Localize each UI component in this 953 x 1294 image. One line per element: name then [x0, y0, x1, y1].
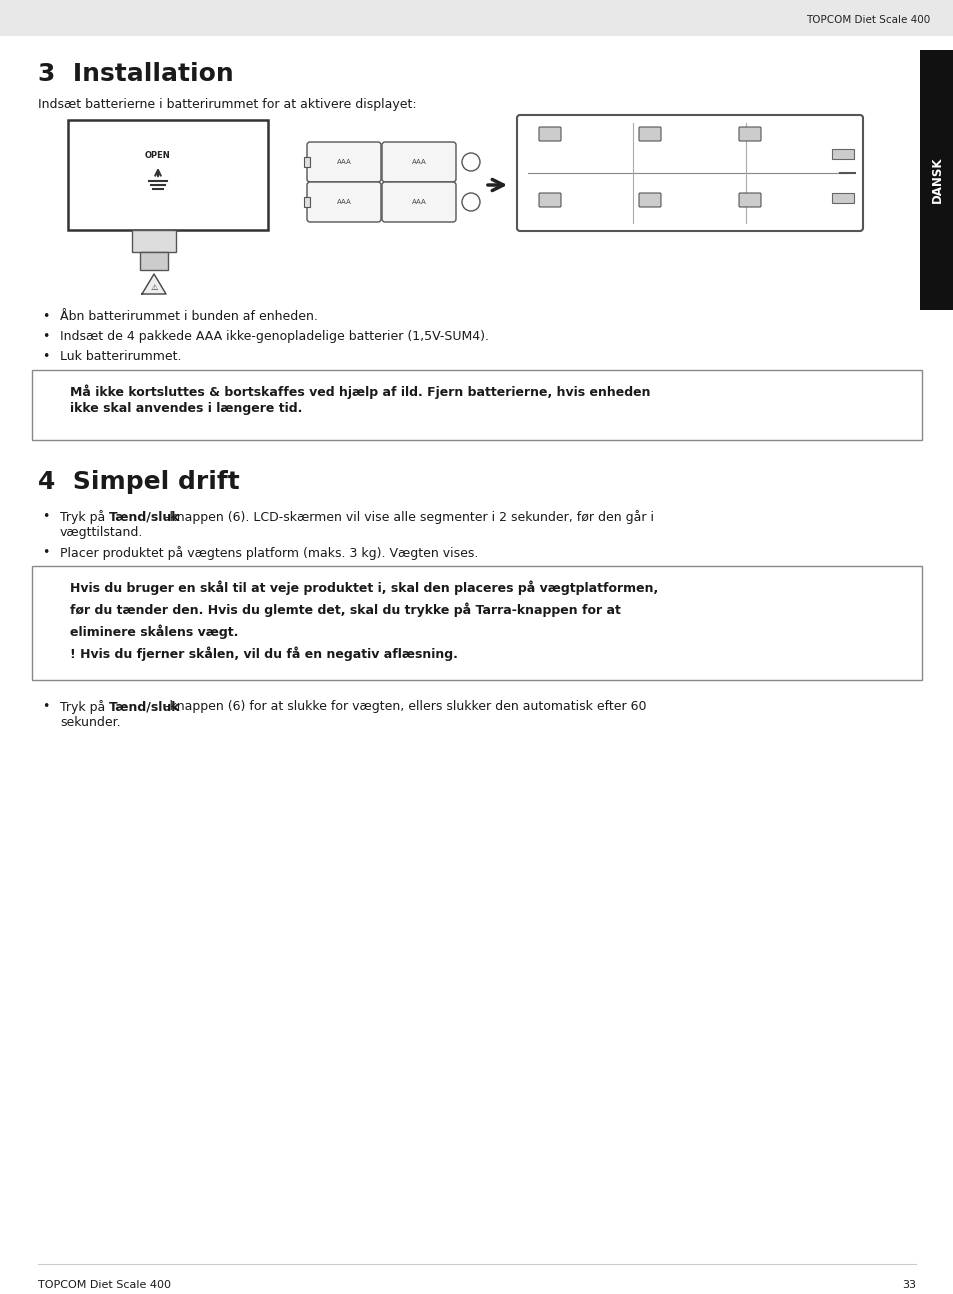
Text: ⚠: ⚠	[150, 282, 157, 291]
FancyBboxPatch shape	[739, 127, 760, 141]
Text: •: •	[42, 349, 50, 364]
FancyBboxPatch shape	[538, 193, 560, 207]
Text: AAA: AAA	[411, 159, 426, 166]
Text: Tryk på: Tryk på	[60, 700, 110, 714]
Text: 3  Installation: 3 Installation	[38, 62, 233, 85]
FancyBboxPatch shape	[381, 182, 456, 223]
Text: Tænd/sluk: Tænd/sluk	[109, 700, 180, 713]
Bar	[32, 565, 921, 681]
Text: AAA: AAA	[411, 199, 426, 204]
Text: vægttilstand.: vægttilstand.	[60, 525, 143, 540]
Bar	[304, 157, 310, 167]
Text: TOPCOM Diet Scale 400: TOPCOM Diet Scale 400	[38, 1280, 171, 1290]
Text: •: •	[42, 311, 50, 324]
Text: ikke skal anvendes i længere tid.: ikke skal anvendes i længere tid.	[70, 402, 302, 415]
Bar	[831, 193, 853, 203]
Text: OPEN: OPEN	[145, 150, 171, 159]
Text: Hvis du bruger en skål til at veje produktet i, skal den placeres på vægtplatfor: Hvis du bruger en skål til at veje produ…	[70, 580, 658, 594]
FancyBboxPatch shape	[307, 182, 380, 223]
Text: •: •	[42, 700, 50, 713]
Text: Indsæt batterierne i batterirummet for at aktivere displayet:: Indsæt batterierne i batterirummet for a…	[38, 98, 416, 111]
Bar	[304, 197, 310, 207]
Bar	[831, 149, 853, 159]
Text: -knappen (6). LCD-skærmen vil vise alle segmenter i 2 sekunder, før den går i: -knappen (6). LCD-skærmen vil vise alle …	[165, 510, 654, 524]
Text: Åbn batterirummet i bunden af enheden.: Åbn batterirummet i bunden af enheden.	[60, 311, 317, 324]
FancyBboxPatch shape	[739, 193, 760, 207]
FancyBboxPatch shape	[538, 127, 560, 141]
Text: Tænd/sluk: Tænd/sluk	[109, 510, 180, 523]
Bar	[919, 50, 953, 311]
Bar	[132, 230, 175, 252]
Bar	[32, 370, 921, 440]
FancyBboxPatch shape	[381, 142, 456, 182]
Bar	[68, 120, 268, 230]
FancyBboxPatch shape	[517, 115, 862, 232]
Text: AAA: AAA	[336, 199, 351, 204]
Text: -knappen (6) for at slukke for vægten, ellers slukker den automatisk efter 60: -knappen (6) for at slukke for vægten, e…	[165, 700, 646, 713]
FancyBboxPatch shape	[639, 127, 660, 141]
Text: AAA: AAA	[336, 159, 351, 166]
Text: •: •	[42, 546, 50, 559]
Text: Må ikke kortsluttes & bortskaffes ved hjælp af ild. Fjern batterierne, hvis enhe: Må ikke kortsluttes & bortskaffes ved hj…	[70, 384, 650, 399]
Text: DANSK: DANSK	[929, 157, 943, 203]
FancyBboxPatch shape	[639, 193, 660, 207]
Text: ! Hvis du fjerner skålen, vil du få en negativ aflæsning.: ! Hvis du fjerner skålen, vil du få en n…	[70, 646, 457, 660]
Text: Placer produktet på vægtens platform (maks. 3 kg). Vægten vises.: Placer produktet på vægtens platform (ma…	[60, 546, 477, 560]
Text: 4  Simpel drift: 4 Simpel drift	[38, 470, 239, 494]
Text: Indsæt de 4 pakkede AAA ikke-genopladelige batterier (1,5V-SUM4).: Indsæt de 4 pakkede AAA ikke-genopladeli…	[60, 330, 489, 343]
Text: Luk batterirummet.: Luk batterirummet.	[60, 349, 181, 364]
Text: TOPCOM Diet Scale 400: TOPCOM Diet Scale 400	[805, 16, 929, 25]
Bar	[0, 0, 953, 36]
Bar	[140, 252, 168, 270]
Text: 33: 33	[901, 1280, 915, 1290]
Text: •: •	[42, 510, 50, 523]
Text: •: •	[42, 330, 50, 343]
Text: sekunder.: sekunder.	[60, 716, 120, 729]
Text: Tryk på: Tryk på	[60, 510, 110, 524]
FancyBboxPatch shape	[307, 142, 380, 182]
Text: eliminere skålens vægt.: eliminere skålens vægt.	[70, 624, 238, 638]
Polygon shape	[142, 274, 166, 294]
Text: før du tænder den. Hvis du glemte det, skal du trykke på Tarra-knappen for at: før du tænder den. Hvis du glemte det, s…	[70, 602, 620, 616]
